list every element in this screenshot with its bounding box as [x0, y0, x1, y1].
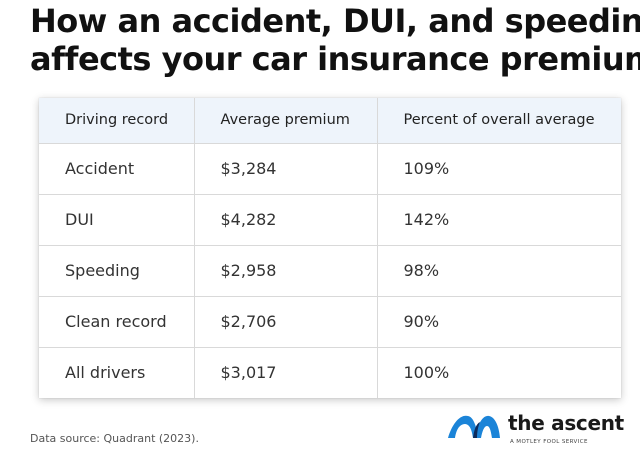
- cell-percent-average: 109%: [376, 142, 621, 194]
- cell-average-premium: $4,282: [193, 193, 377, 245]
- table-row: DUI $4,282 142%: [39, 193, 621, 245]
- cell-average-premium: $3,284: [193, 142, 377, 194]
- header-row: Driving record Average premium Percent o…: [39, 98, 621, 143]
- cell-driving-record: DUI: [39, 193, 194, 245]
- table-body: Accident $3,284 109% DUI $4,282 142% Spe…: [39, 142, 621, 398]
- title-line-1: How an accident, DUI, and speeding: [30, 2, 640, 40]
- cell-driving-record: Speeding: [39, 244, 194, 296]
- logo-tagline: A MOTLEY FOOL SERVICE: [510, 439, 588, 445]
- cell-driving-record: Accident: [39, 142, 194, 194]
- the-ascent-logo: the ascent A MOTLEY FOOL SERVICE: [446, 408, 626, 452]
- title-line-2: affects your car insurance premium: [30, 40, 640, 78]
- cell-percent-average: 100%: [376, 346, 621, 398]
- table-row: Accident $3,284 109%: [39, 142, 621, 194]
- cell-driving-record: All drivers: [39, 346, 194, 398]
- column-header-driving-record: Driving record: [65, 112, 169, 129]
- cell-percent-average: 142%: [376, 193, 621, 245]
- premium-table-card: Driving record Average premium Percent o…: [39, 98, 621, 398]
- column-header-percent-average: Percent of overall average: [376, 98, 621, 143]
- table-row: Speeding $2,958 98%: [39, 244, 621, 296]
- cell-percent-average: 98%: [376, 244, 621, 296]
- cell-driving-record: Clean record: [39, 295, 194, 347]
- data-source-note: Data source: Quadrant (2023).: [30, 432, 199, 445]
- cell-percent-average: 90%: [376, 295, 621, 347]
- table-row: All drivers $3,017 100%: [39, 346, 621, 398]
- column-header-average-premium: Average premium: [193, 98, 377, 143]
- table-row: Clean record $2,706 90%: [39, 295, 621, 347]
- ascent-mountain-icon: [448, 415, 500, 438]
- logo-wordmark: the ascent: [508, 411, 624, 435]
- page-title: How an accident, DUI, and speeding affec…: [30, 2, 640, 78]
- cell-average-premium: $2,958: [193, 244, 377, 296]
- premium-table: Driving record Average premium Percent o…: [39, 98, 621, 398]
- cell-average-premium: $3,017: [193, 346, 377, 398]
- cell-average-premium: $2,706: [193, 295, 377, 347]
- table-header: Driving record Average premium Percent o…: [39, 98, 621, 143]
